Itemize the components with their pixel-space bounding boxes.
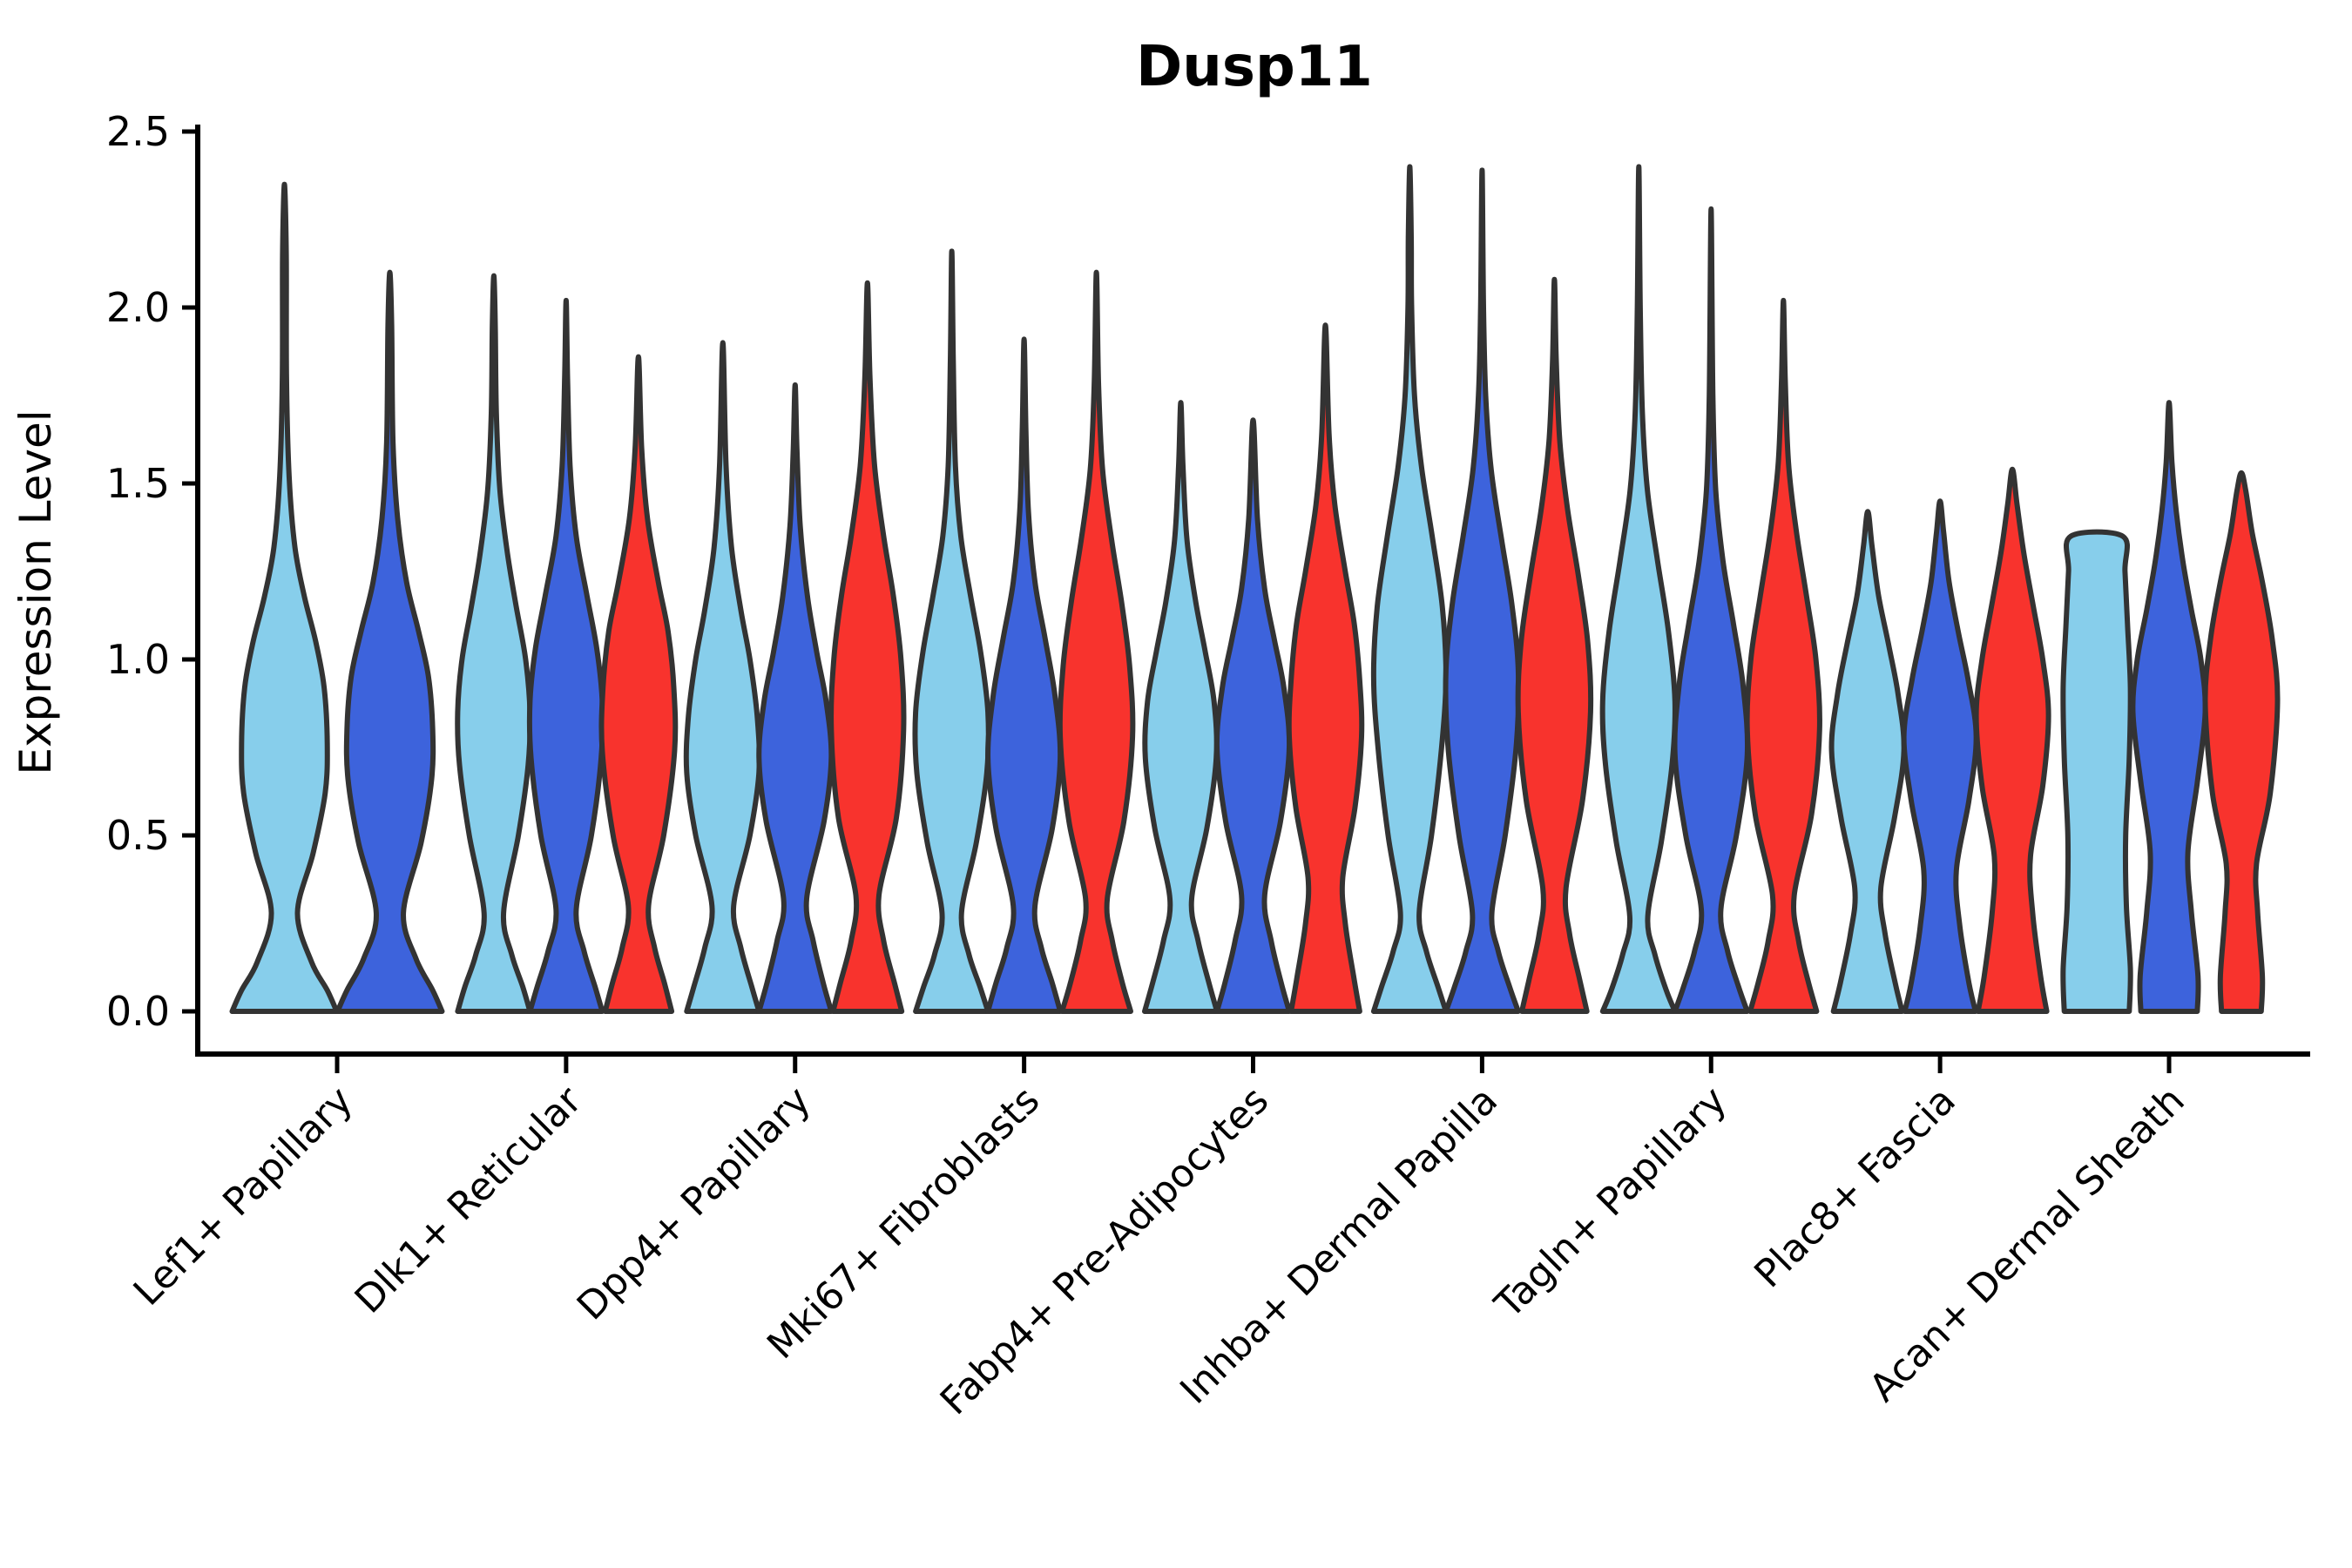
x-tick-label: Tagln+ Papillary [1486,1078,1735,1328]
violin-1-inhba-dermal-papilla [1443,167,1522,1014]
y-axis-label: Expression Level [10,409,61,774]
violins-group [229,164,2281,1014]
x-tick-label: Dpp4+ Papillary [569,1078,820,1329]
y-axis-ticks: 0.0 0.5 1.0 1.5 2.0 2.5 [106,108,198,1035]
y-tick-label: 1.0 [106,636,170,683]
violin-1-dpp4-papillary [756,382,835,1014]
violin-0-tagln-papillary [1599,164,1678,1014]
violin-2-acan-dermal-sheath [2202,470,2281,1014]
violin-1-lef1-papillary [335,269,445,1014]
x-tick-label: Dlk1+ Reticular [347,1078,591,1322]
violin-2-dpp4-papillary [828,280,907,1014]
violin-0-inhba-dermal-papilla [1370,164,1449,1014]
violin-0-dpp4-papillary [683,340,762,1014]
y-tick-label: 2.5 [106,108,170,155]
violin-2-inhba-dermal-papilla [1515,276,1594,1014]
violin-1-dlk1-reticular [526,297,605,1014]
violin-0-acan-dermal-sheath [2060,529,2133,1014]
violin-2-dlk1-reticular [598,354,679,1014]
violin-2-fabp4-pre-adipocytes [1286,322,1365,1014]
x-tick-label: Plac8+ Fascia [1746,1078,1964,1297]
violin-2-tagln-papillary [1744,297,1822,1014]
y-tick-label: 1.5 [106,460,170,507]
violin-0-dlk1-reticular [455,273,533,1014]
y-tick-label: 2.0 [106,284,170,331]
violin-1-plac8-fascia [1901,498,1979,1014]
violin-0-fabp4-pre-adipocytes [1142,400,1220,1014]
violin-2-mki67-fibroblasts [1057,269,1136,1014]
violin-1-acan-dermal-sheath [2130,400,2208,1014]
violin-0-lef1-papillary [229,181,340,1014]
violin-0-plac8-fascia [1828,509,1907,1014]
violin-0-mki67-fibroblasts [912,248,991,1014]
y-tick-label: 0.0 [106,988,170,1035]
violin-1-mki67-fibroblasts [985,336,1064,1014]
chart-title: Dusp11 [1136,35,1373,99]
violin-1-tagln-papillary [1672,206,1751,1014]
violin-1-fabp4-pre-adipocytes [1213,417,1293,1014]
x-tick-label: Lef1+ Papillary [125,1078,362,1315]
violin-2-plac8-fascia [1973,466,2051,1014]
y-tick-label: 0.5 [106,812,170,859]
